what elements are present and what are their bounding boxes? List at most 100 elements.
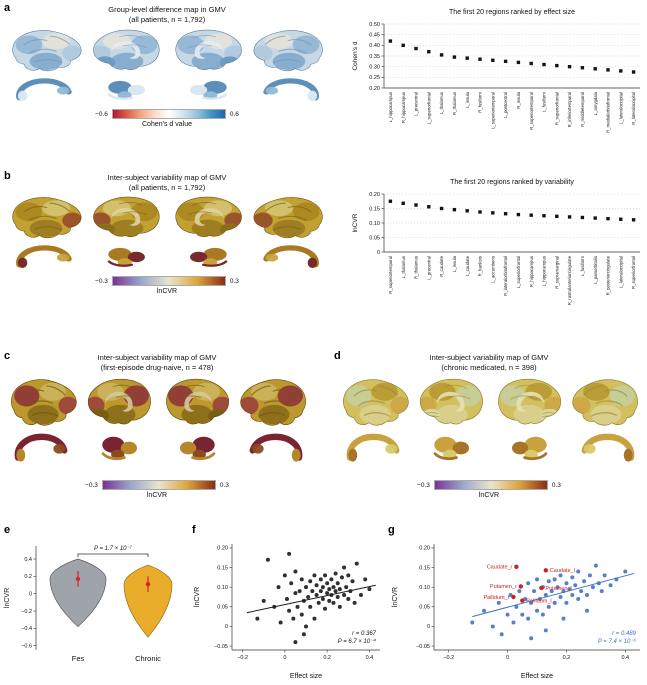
svg-text:P = 6.7 × 10⁻⁴: P = 6.7 × 10⁻⁴	[338, 638, 377, 645]
rank-x-labels: L_hippocampus R_hippocampus L_precentral L_…	[388, 91, 636, 132]
subcortical-view	[262, 245, 319, 269]
svg-text:L_insula: L_insula	[452, 255, 457, 272]
panel-a-colorbar-min: −0.6	[95, 110, 108, 118]
svg-text:L_superiortemporal: L_superiortemporal	[490, 92, 495, 129]
subcortical-view	[107, 80, 145, 100]
svg-text:0.05: 0.05	[217, 605, 228, 611]
svg-text:0.20: 0.20	[419, 546, 430, 552]
subcortical-view	[249, 433, 302, 462]
subcortical-view	[15, 78, 72, 102]
subcortical-view	[15, 245, 72, 269]
svg-text:0: 0	[225, 624, 228, 630]
svg-text:R_insula: R_insula	[516, 91, 521, 108]
scatter-points	[470, 563, 628, 641]
brain-lateral-view	[571, 379, 638, 426]
panel-a-brain-maps	[2, 29, 332, 103]
svg-text:0.50: 0.50	[369, 22, 380, 28]
svg-text:−0.6: −0.6	[21, 643, 32, 649]
svg-text:0.10: 0.10	[217, 585, 228, 591]
panel-a-title: Group-level difference map in GMV (all p…	[17, 5, 317, 25]
panel-c-title: Inter-subject variability map of GMV (fi…	[7, 353, 307, 373]
svg-text:lnCVR: lnCVR	[194, 587, 201, 607]
svg-text:lnCVR: lnCVR	[4, 588, 11, 608]
brain-medial-view	[419, 378, 483, 425]
brain-medial-view	[174, 29, 242, 71]
svg-text:Caudate_r: Caudate_r	[487, 565, 513, 571]
scatter-points	[255, 551, 372, 645]
svg-text:0.15: 0.15	[217, 565, 228, 571]
svg-text:R_medialorbitofrontal: R_medialorbitofrontal	[606, 92, 611, 133]
svg-text:0.4: 0.4	[366, 655, 374, 661]
brain-medial-view	[87, 378, 151, 425]
panel-c-colorbar-gradient	[101, 480, 216, 490]
panel-d-colorbar-gradient	[433, 480, 548, 490]
svg-text:0.2: 0.2	[323, 655, 331, 661]
panel-d-colorbar-min: −0.3	[417, 481, 430, 489]
svg-text:0.15: 0.15	[369, 206, 380, 212]
svg-text:Chronic: Chronic	[135, 654, 161, 663]
svg-text:L_fusiform: L_fusiform	[542, 92, 547, 112]
svg-text:R_inferiortemporal: R_inferiortemporal	[567, 92, 572, 127]
subcortical-view	[581, 433, 634, 462]
panel-d-colorbar: −0.3 0.3	[389, 480, 589, 490]
panel-c-brain-maps	[2, 378, 314, 464]
svg-text:0.05: 0.05	[369, 235, 380, 241]
brain-lateral-view	[10, 379, 77, 426]
svg-text:0: 0	[427, 624, 430, 630]
panel-b-brain-maps	[2, 196, 332, 270]
svg-text:0.4: 0.4	[24, 557, 32, 563]
svg-text:R_posteriorcingulate: R_posteriorcingulate	[606, 255, 611, 295]
svg-text:L_postcentral: L_postcentral	[503, 92, 508, 118]
svg-text:0: 0	[283, 655, 286, 661]
panel-d-title: Inter-subject variability map of GMV (ch…	[339, 353, 639, 373]
svg-text:P = 7.4 × 10⁻⁶: P = 7.4 × 10⁻⁶	[598, 638, 637, 645]
svg-text:0.2: 0.2	[563, 655, 571, 661]
panel-a-title-text: Group-level difference map in GMV	[108, 5, 226, 14]
svg-text:0.20: 0.20	[369, 192, 380, 198]
svg-text:R_thalamus: R_thalamus	[452, 92, 457, 115]
brain-lateral-view	[11, 197, 81, 239]
svg-text:0.20: 0.20	[217, 546, 228, 552]
svg-text:Effect size: Effect size	[290, 673, 322, 680]
svg-text:R_lateraloccipital: R_lateraloccipital	[631, 92, 636, 125]
panel-c-colorbar-min: −0.3	[85, 481, 98, 489]
panel-e-label: e	[4, 524, 11, 536]
panel-b-colorbar-max: 0.3	[229, 277, 239, 285]
svg-text:0: 0	[506, 655, 509, 661]
panel-b-colorbar-min: −0.3	[95, 277, 108, 285]
svg-text:Pallidum_r: Pallidum_r	[483, 595, 509, 601]
rank-x-labels: R_superiortemporal L_thalamus R_thalamus L_…	[388, 255, 636, 305]
panel-f-label: f	[192, 524, 196, 536]
svg-text:The first 20 regions ranked by: The first 20 regions ranked by effect si…	[449, 9, 575, 16]
panel-c-colorbar-caption: lnCVR	[146, 492, 168, 499]
svg-text:R_superiortemporal: R_superiortemporal	[529, 92, 534, 130]
svg-text:L_lateraloccipital: L_lateraloccipital	[618, 92, 623, 124]
svg-text:0.10: 0.10	[419, 585, 430, 591]
subcortical-view	[179, 436, 215, 461]
svg-text:L_thalamus: L_thalamus	[439, 92, 444, 114]
svg-text:0.40: 0.40	[369, 43, 380, 49]
svg-text:L_caudate: L_caudate	[465, 255, 470, 276]
panel-c-label: c	[4, 350, 11, 362]
svg-text:L_fusiform: L_fusiform	[580, 256, 585, 276]
panel-c-colorbar-max: 0.3	[219, 481, 229, 489]
brain-lateral-view	[253, 30, 323, 72]
svg-text:−0.2: −0.2	[237, 655, 248, 661]
svg-text:R_hippocampus: R_hippocampus	[401, 92, 406, 123]
panel-d-title-text: Inter-subject variability map of GMV	[429, 353, 549, 362]
svg-text:L_thalamus: L_thalamus	[401, 256, 406, 278]
svg-text:R_middletemporal: R_middletemporal	[580, 92, 585, 127]
panel-b-title-text: Inter-subject variability map of GMV	[107, 173, 227, 182]
brain-medial-view	[165, 378, 229, 425]
svg-text:Putamen_r: Putamen_r	[490, 584, 517, 590]
svg-text:L_amygdala: L_amygdala	[593, 91, 598, 115]
svg-text:r = 0.489: r = 0.489	[612, 631, 637, 637]
rank-points	[388, 199, 636, 222]
svg-text:r = 0.367: r = 0.367	[352, 631, 377, 637]
svg-text:−0.2: −0.2	[21, 609, 32, 615]
svg-text:L_superiorfrontal: L_superiorfrontal	[516, 256, 521, 288]
svg-text:R_thalamus: R_thalamus	[414, 256, 419, 279]
panel-c-colorbar: −0.3 0.3	[57, 480, 257, 490]
panel-d-subtitle: (chronic medicated, n = 398)	[441, 362, 537, 372]
subcortical-view	[346, 433, 399, 462]
